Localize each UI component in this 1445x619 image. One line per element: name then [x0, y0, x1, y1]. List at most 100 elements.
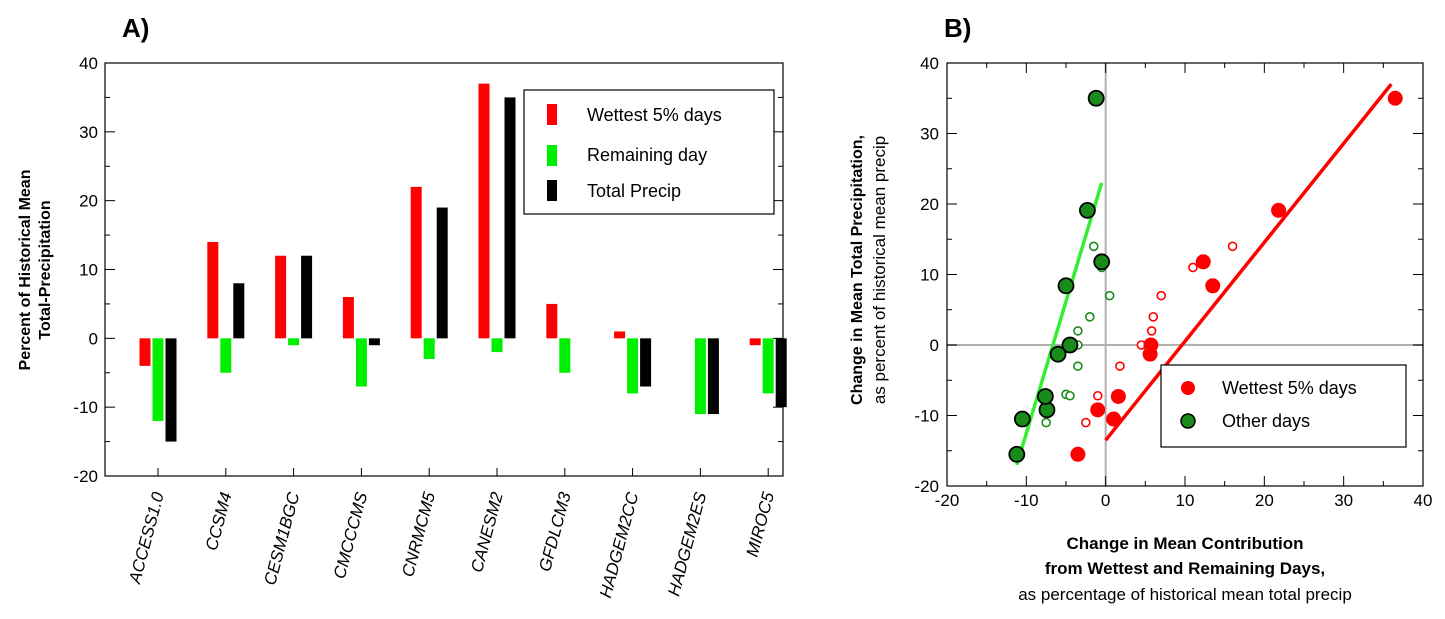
bar — [559, 338, 571, 373]
minor-point — [1227, 241, 1238, 252]
panel-b-xlabel-normal: as percentage of historical mean total p… — [1018, 585, 1352, 604]
bar — [410, 186, 422, 339]
panel-a-label: A) — [122, 13, 149, 43]
bar — [288, 338, 300, 346]
category-label: CCSM4 — [202, 490, 236, 552]
data-point — [1087, 89, 1105, 107]
panel-a-category-labels: ACCESS1.0 CCSM4 CESM1BGC CMCCCMS CNRMCM5 CANE… — [125, 489, 778, 600]
data-point — [1110, 388, 1126, 404]
data-point — [1057, 277, 1075, 295]
panel-a-bar-chart: A) Percent of Historical Mean Total-Prec… — [17, 13, 787, 600]
panel-b-plot-frame — [946, 62, 1424, 487]
minor-point — [1041, 417, 1051, 428]
data-point — [1090, 402, 1106, 418]
bar — [504, 97, 516, 339]
panel-a-legend: Wettest 5% days Remaining day Total Prec… — [523, 89, 775, 215]
ytick-label: 40 — [920, 54, 939, 73]
xtick-label: 30 — [1334, 491, 1353, 510]
panel-b-axes: -20 -10 0 10 20 30 40 -20 -10 0 10 20 30 40 — [914, 54, 1432, 510]
minor-point — [1081, 417, 1091, 428]
bar — [478, 83, 490, 339]
legend-swatch-wettest — [547, 104, 557, 125]
data-point — [1142, 346, 1158, 362]
ytick-label: 30 — [79, 123, 98, 142]
legend-marker-other — [1180, 413, 1196, 429]
ytick-label: 0 — [89, 329, 98, 348]
minor-point — [1085, 311, 1095, 322]
bar — [491, 338, 503, 353]
data-point — [1387, 90, 1403, 106]
data-point — [1106, 411, 1122, 427]
bar — [301, 255, 313, 339]
legend-label-b-other: Other days — [1222, 411, 1310, 431]
data-point — [1061, 336, 1079, 354]
bar — [368, 338, 380, 346]
panel-b-xlabel-line2: from Wettest and Remaining Days, — [1045, 559, 1325, 578]
fit-line — [1015, 182, 1104, 466]
xtick-label: 20 — [1255, 491, 1274, 510]
data-point — [1013, 410, 1031, 428]
panel-b-ylabel-normal: as percent of historical mean precip — [870, 136, 889, 404]
ytick-label: -10 — [73, 398, 98, 417]
bar — [707, 338, 719, 415]
bar — [139, 338, 151, 366]
bar — [275, 255, 287, 339]
minor-point — [1073, 361, 1083, 371]
fit-line — [1104, 83, 1393, 442]
data-point — [1049, 345, 1067, 363]
legend-label-b-wettest: Wettest 5% days — [1222, 378, 1357, 398]
bar — [207, 241, 219, 339]
bar — [640, 338, 652, 387]
legend-label-remaining: Remaining day — [587, 145, 707, 165]
legend-marker-wettest — [1181, 381, 1195, 395]
minor-point — [1146, 326, 1157, 336]
minor-point — [1104, 290, 1115, 301]
ytick-label: 20 — [920, 195, 939, 214]
data-point — [1195, 254, 1211, 270]
panel-b-legend-box — [1160, 364, 1407, 448]
data-point — [1008, 445, 1026, 463]
category-label: CANESM2 — [467, 490, 507, 575]
ytick-label: -10 — [914, 407, 939, 426]
data-point — [1036, 388, 1054, 405]
minor-point — [1088, 241, 1099, 252]
panel-b-xlabel-line1: Change in Mean Contribution — [1066, 534, 1303, 553]
bar — [355, 338, 367, 387]
bar — [233, 283, 245, 339]
bar — [775, 338, 787, 408]
legend-label-wettest: Wettest 5% days — [587, 105, 722, 125]
bar — [627, 338, 639, 394]
bar — [152, 338, 164, 421]
category-label: ACCESS1.0 — [125, 490, 168, 587]
bar — [694, 338, 706, 415]
bar — [423, 338, 435, 359]
bar — [762, 338, 774, 394]
panel-a-bars — [139, 83, 787, 442]
category-label: CMCCCMS — [330, 489, 371, 580]
bar — [749, 338, 761, 346]
ytick-label: -20 — [914, 477, 939, 496]
legend-swatch-total — [547, 180, 557, 201]
legend-label-total: Total Precip — [587, 181, 681, 201]
minor-point — [1188, 262, 1198, 273]
panel-a-ylabel-line2: Total-Precipitation — [37, 200, 54, 339]
ytick-label: 20 — [79, 192, 98, 211]
panel-b-label: B) — [944, 13, 971, 43]
ytick-label: 30 — [920, 125, 939, 144]
ytick-label: 40 — [79, 54, 98, 73]
ytick-label: 10 — [920, 266, 939, 285]
minor-point — [1148, 311, 1159, 322]
minor-point — [1092, 390, 1103, 401]
ytick-label: 10 — [79, 261, 98, 280]
xtick-label: 0 — [1101, 491, 1110, 510]
legend-swatch-remaining — [547, 145, 557, 166]
xtick-label: -10 — [1014, 491, 1039, 510]
bar — [220, 338, 232, 373]
data-point — [1271, 202, 1287, 218]
panel-b-fit-lines — [1015, 83, 1393, 466]
minor-point — [1073, 326, 1083, 336]
data-point — [1079, 201, 1096, 219]
minor-point — [1115, 361, 1125, 371]
bar — [165, 338, 177, 442]
